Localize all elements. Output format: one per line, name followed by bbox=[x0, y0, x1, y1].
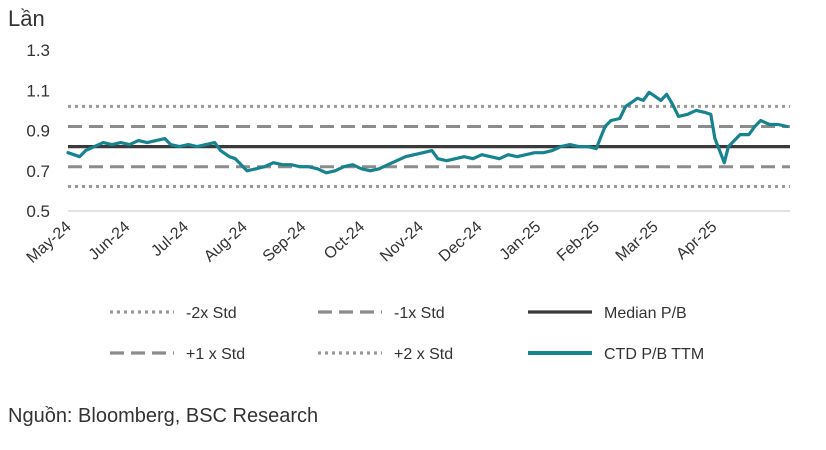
x-tick-label: Oct-24 bbox=[321, 218, 368, 263]
legend-label: +1 x Std bbox=[186, 346, 245, 363]
source-note: Nguồn: Bloomberg, BSC Research bbox=[8, 405, 319, 427]
legend-label: CTD P/B TTM bbox=[604, 346, 704, 363]
y-tick-label: 1.3 bbox=[26, 41, 50, 60]
x-tick-label: Nov-24 bbox=[377, 218, 427, 265]
y-tick-label: 0.5 bbox=[26, 202, 50, 221]
legend-label: -2x Std bbox=[186, 305, 237, 322]
legend-label: -1x Std bbox=[394, 305, 445, 322]
ctd-pb-series bbox=[66, 90, 789, 175]
legend-label: +2 x Std bbox=[394, 346, 453, 363]
y-tick-label: 0.7 bbox=[26, 162, 50, 181]
x-tick-label: Apr-25 bbox=[673, 218, 720, 263]
x-tick-label: Mar-25 bbox=[613, 218, 662, 265]
x-tick-label: Jan-25 bbox=[497, 218, 545, 263]
ctd-pb-line bbox=[66, 90, 789, 175]
x-tick-label: Feb-25 bbox=[554, 218, 603, 265]
y-axis-unit-label: Lần bbox=[8, 6, 45, 31]
x-tick-label: Aug-24 bbox=[201, 218, 251, 265]
x-tick-label: Sep-24 bbox=[260, 218, 310, 265]
x-tick-label: Jul-24 bbox=[148, 218, 192, 260]
legend-label: Median P/B bbox=[604, 305, 687, 322]
y-tick-label: 1.1 bbox=[26, 81, 50, 100]
y-tick-label: 0.9 bbox=[26, 122, 50, 141]
x-tick-label: Jun-24 bbox=[86, 218, 134, 263]
x-tick-label: May-24 bbox=[24, 218, 75, 266]
y-axis-ticks: 0.5 0.7 0.9 1.1 1.3 bbox=[26, 41, 50, 221]
legend: -2x Std -1x Std Median P/B +1 x Std +2 x Std… bbox=[110, 305, 704, 363]
std-band-lines bbox=[68, 104, 790, 188]
x-tick-label: Dec-24 bbox=[436, 218, 486, 265]
x-axis-ticks: May-24 Jun-24 Jul-24 Aug-24 Sep-24 Oct-24 Nov-… bbox=[24, 218, 721, 266]
